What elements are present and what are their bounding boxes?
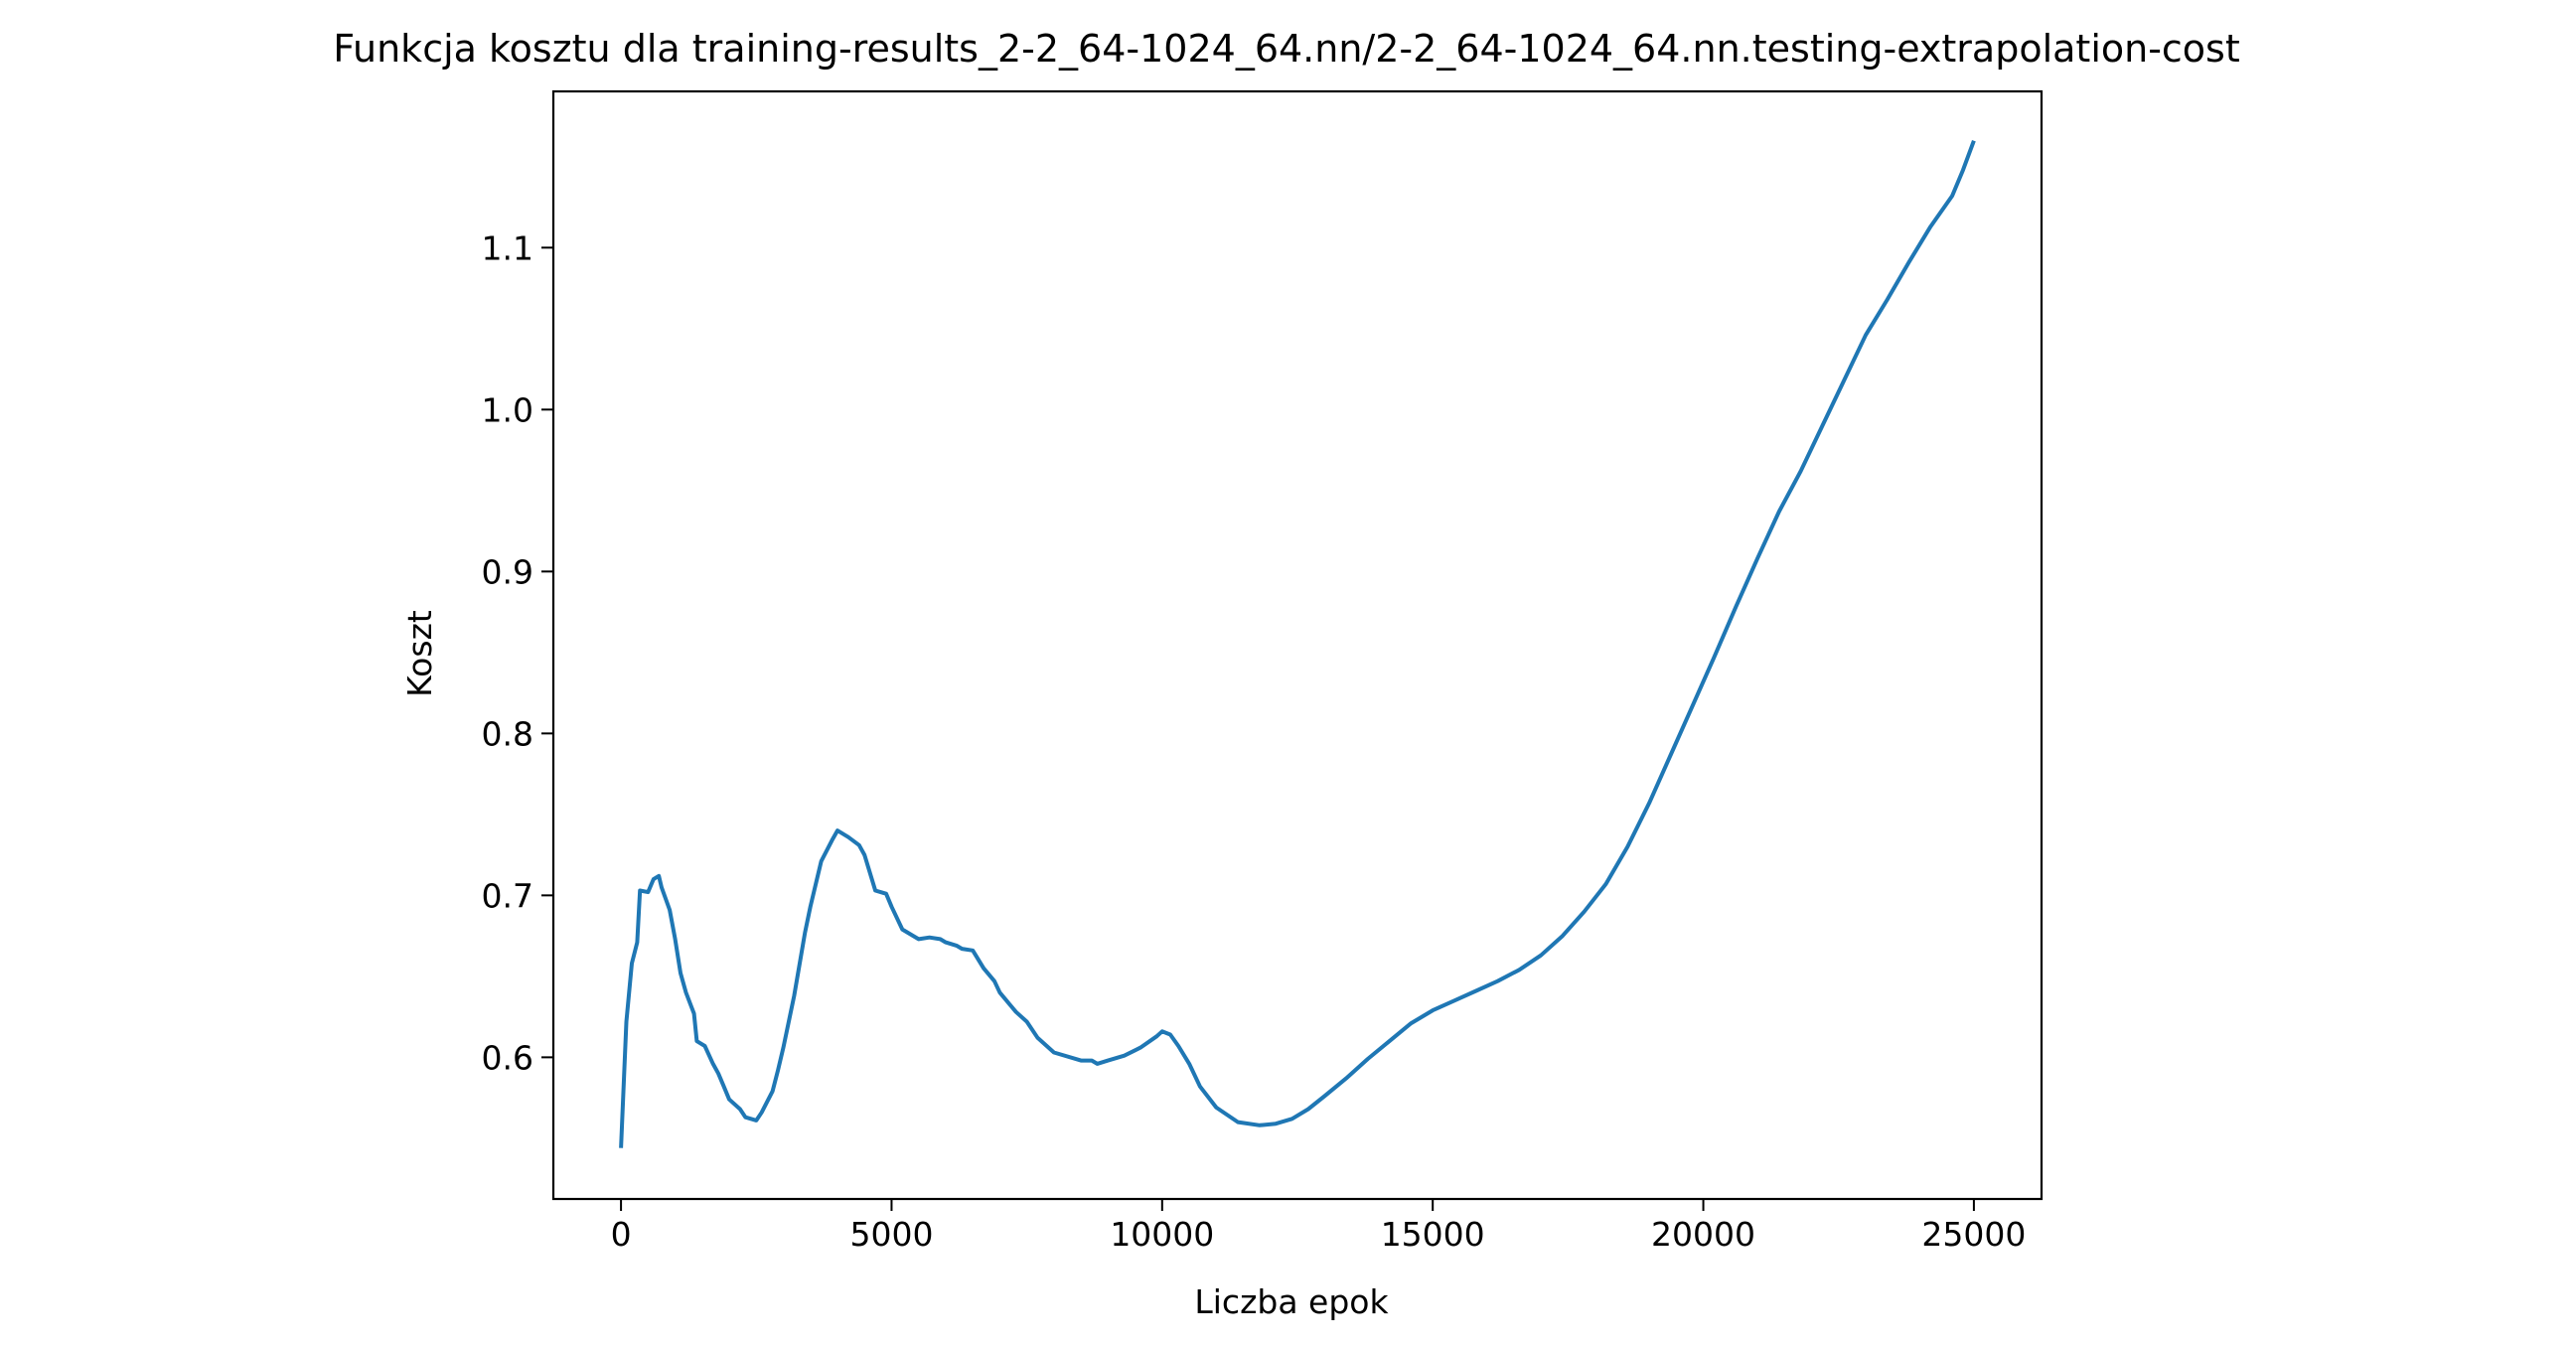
y-axis-label: Koszt bbox=[400, 610, 439, 697]
x-tick-label: 25000 bbox=[1921, 1215, 2026, 1254]
x-tick-label: 5000 bbox=[849, 1215, 933, 1254]
x-axis-label: Liczba epok bbox=[1194, 1282, 1389, 1321]
x-tick-label: 10000 bbox=[1110, 1215, 1214, 1254]
y-tick-label: 0.7 bbox=[482, 876, 533, 915]
chart-title: Funkcja kosztu dla training-results_2-2_… bbox=[333, 27, 2240, 71]
y-tick-label: 0.8 bbox=[482, 714, 533, 753]
y-tick-label: 0.6 bbox=[482, 1038, 533, 1077]
series-line bbox=[619, 140, 1976, 1148]
x-tick-label: 0 bbox=[611, 1215, 632, 1254]
x-axis: 0 5000 10000 15000 20000 25000 bbox=[611, 1199, 2026, 1254]
x-tick-label: 15000 bbox=[1381, 1215, 1485, 1254]
plot-frame bbox=[551, 89, 2044, 1201]
y-tick-label: 1.0 bbox=[482, 390, 533, 429]
x-tick-label: 20000 bbox=[1651, 1215, 1755, 1254]
y-tick-label: 0.9 bbox=[482, 552, 533, 591]
y-tick-label: 1.1 bbox=[482, 228, 533, 267]
y-axis: 0.6 0.7 0.8 0.9 1.0 1.1 bbox=[482, 228, 553, 1077]
